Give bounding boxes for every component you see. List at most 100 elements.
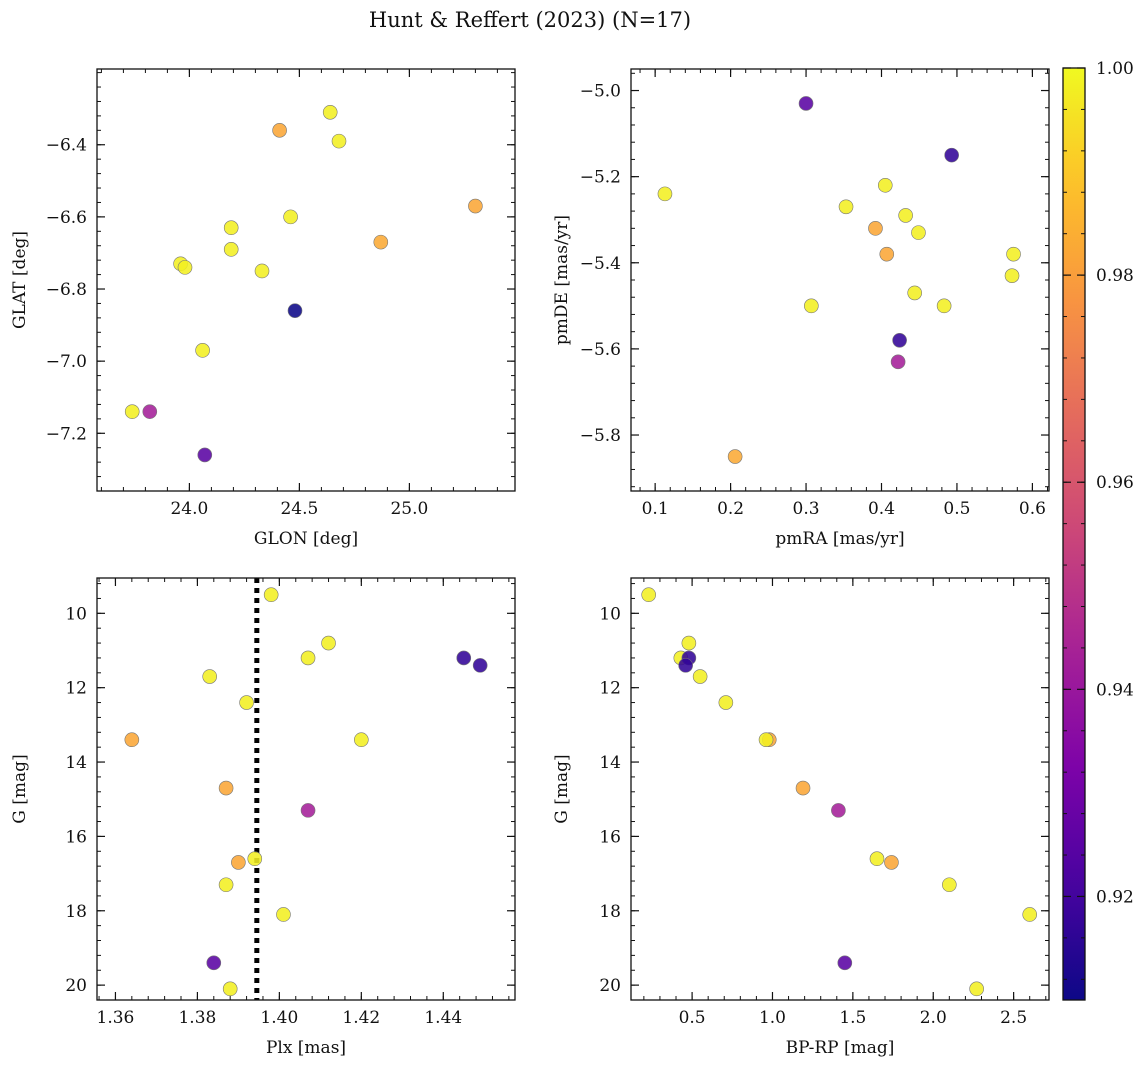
scatter-point [869, 851, 885, 867]
scatter-point [804, 298, 819, 314]
x-tick-label: 0.1 [642, 499, 669, 519]
scatter-point [892, 332, 907, 348]
scatter-point [884, 855, 899, 870]
x-tick-label: 0.2 [717, 499, 744, 519]
y-tick-label: −7.0 [46, 352, 87, 372]
scatter-point [202, 669, 217, 684]
x-tick-label: 1.0 [759, 1008, 786, 1028]
plot-frame [630, 577, 1050, 1001]
scatter-point [798, 96, 814, 111]
scatter-point [758, 732, 774, 748]
scatter-point [879, 246, 895, 262]
scatter-point [218, 780, 234, 796]
y-tick-label: 12 [599, 679, 621, 699]
y-tick-label: −5.8 [580, 426, 621, 446]
x-tick-label: 1.44 [424, 1008, 462, 1028]
y-tick-label: −5.6 [580, 340, 621, 360]
x-tick-label: 0.5 [679, 1008, 706, 1028]
colorbar-tick-label: 0.92 [1096, 887, 1134, 907]
scatter-point [898, 208, 913, 223]
y-tick-label: 12 [65, 679, 87, 699]
scatter-point [283, 209, 298, 225]
scatter-point [1022, 907, 1038, 922]
scatter-point [838, 199, 854, 215]
colorbar-frame [1062, 67, 1086, 1001]
scatter-point [222, 981, 238, 997]
scatter-point [890, 354, 906, 370]
scatter-point [322, 104, 338, 120]
y-tick-label: −5.0 [580, 82, 621, 102]
scatter-point [177, 260, 193, 275]
scatter-point [331, 133, 347, 149]
scatter-point [657, 186, 673, 202]
scatter-point [223, 242, 239, 257]
x-axis-label: BP-RP [mag] [786, 1038, 895, 1058]
y-tick-label: 20 [599, 976, 621, 996]
scatter-point [321, 635, 336, 651]
x-tick-label: 2.0 [920, 1008, 947, 1028]
y-tick-label: 18 [65, 902, 87, 922]
scatter-point [195, 343, 210, 358]
scatter-point [287, 303, 303, 318]
x-tick-label: 1.42 [342, 1008, 380, 1028]
scatter-point [263, 587, 279, 603]
scatter-point [472, 658, 488, 673]
x-axis-label: GLON [deg] [254, 529, 358, 549]
scatter-point [678, 658, 693, 673]
x-tick-label: 1.38 [178, 1008, 216, 1028]
y-tick-label: −5.2 [580, 168, 621, 188]
x-tick-label: 2.5 [1000, 1008, 1027, 1028]
scatter-point [124, 732, 140, 748]
scatter-point [254, 263, 270, 279]
scatter-point [877, 177, 893, 193]
y-axis-label: G [mag] [10, 754, 30, 823]
y-axis-label: GLAT [deg] [10, 231, 30, 329]
plot-frame [96, 68, 516, 492]
y-tick-label: 10 [599, 604, 621, 624]
colorbar-tick-label: 0.96 [1096, 473, 1134, 493]
scatter-point [1004, 268, 1020, 283]
x-tick-label: 1.40 [260, 1008, 298, 1028]
scatter-point [142, 404, 158, 419]
scatter-point [641, 587, 656, 603]
y-tick-label: 10 [65, 604, 87, 624]
scatter-point [247, 851, 263, 867]
y-tick-label: −6.8 [46, 280, 87, 300]
scatter-point [373, 234, 389, 250]
scatter-point [681, 635, 697, 651]
y-axis-label: G [mag] [552, 754, 572, 823]
scatter-point [300, 650, 316, 666]
scatter-point [223, 220, 239, 236]
scatter-panel-bottom-right: 0.5 1.0 1.5 2.0 2.5 10 12 14 16 18 20 BP-RP [mag] G … [552, 577, 1050, 1058]
x-tick-label: 0.3 [793, 499, 820, 519]
colorbar-gradient [1063, 68, 1085, 1000]
scatter-point [942, 877, 957, 893]
scatter-point [276, 907, 291, 922]
figure-title: Hunt & Reffert (2023) (N=17) [369, 8, 691, 32]
scatter-point [1006, 246, 1021, 262]
x-tick-label: 1.5 [839, 1008, 866, 1028]
scatter-panel-top-left: 24.0 24.5 25.0 −7.2 −7.0 −6.8 −6.6 −6.4 GLON [de… [10, 68, 516, 549]
y-tick-label: −6.6 [46, 208, 87, 228]
x-tick-label: 0.6 [1019, 499, 1046, 519]
plot-frame [630, 68, 1050, 492]
scatter-point [837, 955, 853, 971]
plot-frame [96, 577, 516, 1001]
scatter-panel-bottom-left: 1.36 1.38 1.40 1.42 1.44 10 12 14 16 18 20 Plx [mas… [10, 577, 516, 1058]
scatter-point [354, 732, 369, 748]
scatter-point [468, 198, 483, 214]
scatter-point [692, 669, 708, 684]
scatter-point [239, 695, 254, 710]
scatter-point [936, 298, 952, 314]
x-tick-label: 24.0 [170, 499, 208, 519]
scatter-point [456, 650, 472, 666]
scatter-point [907, 285, 922, 301]
y-tick-label: 20 [65, 976, 87, 996]
colorbar-tick-label: 1.00 [1096, 59, 1134, 79]
scatter-point [218, 877, 234, 893]
scatter-point [124, 404, 140, 419]
y-tick-label: 18 [599, 902, 621, 922]
scatter-point [969, 981, 984, 997]
scatter-point [868, 221, 883, 236]
